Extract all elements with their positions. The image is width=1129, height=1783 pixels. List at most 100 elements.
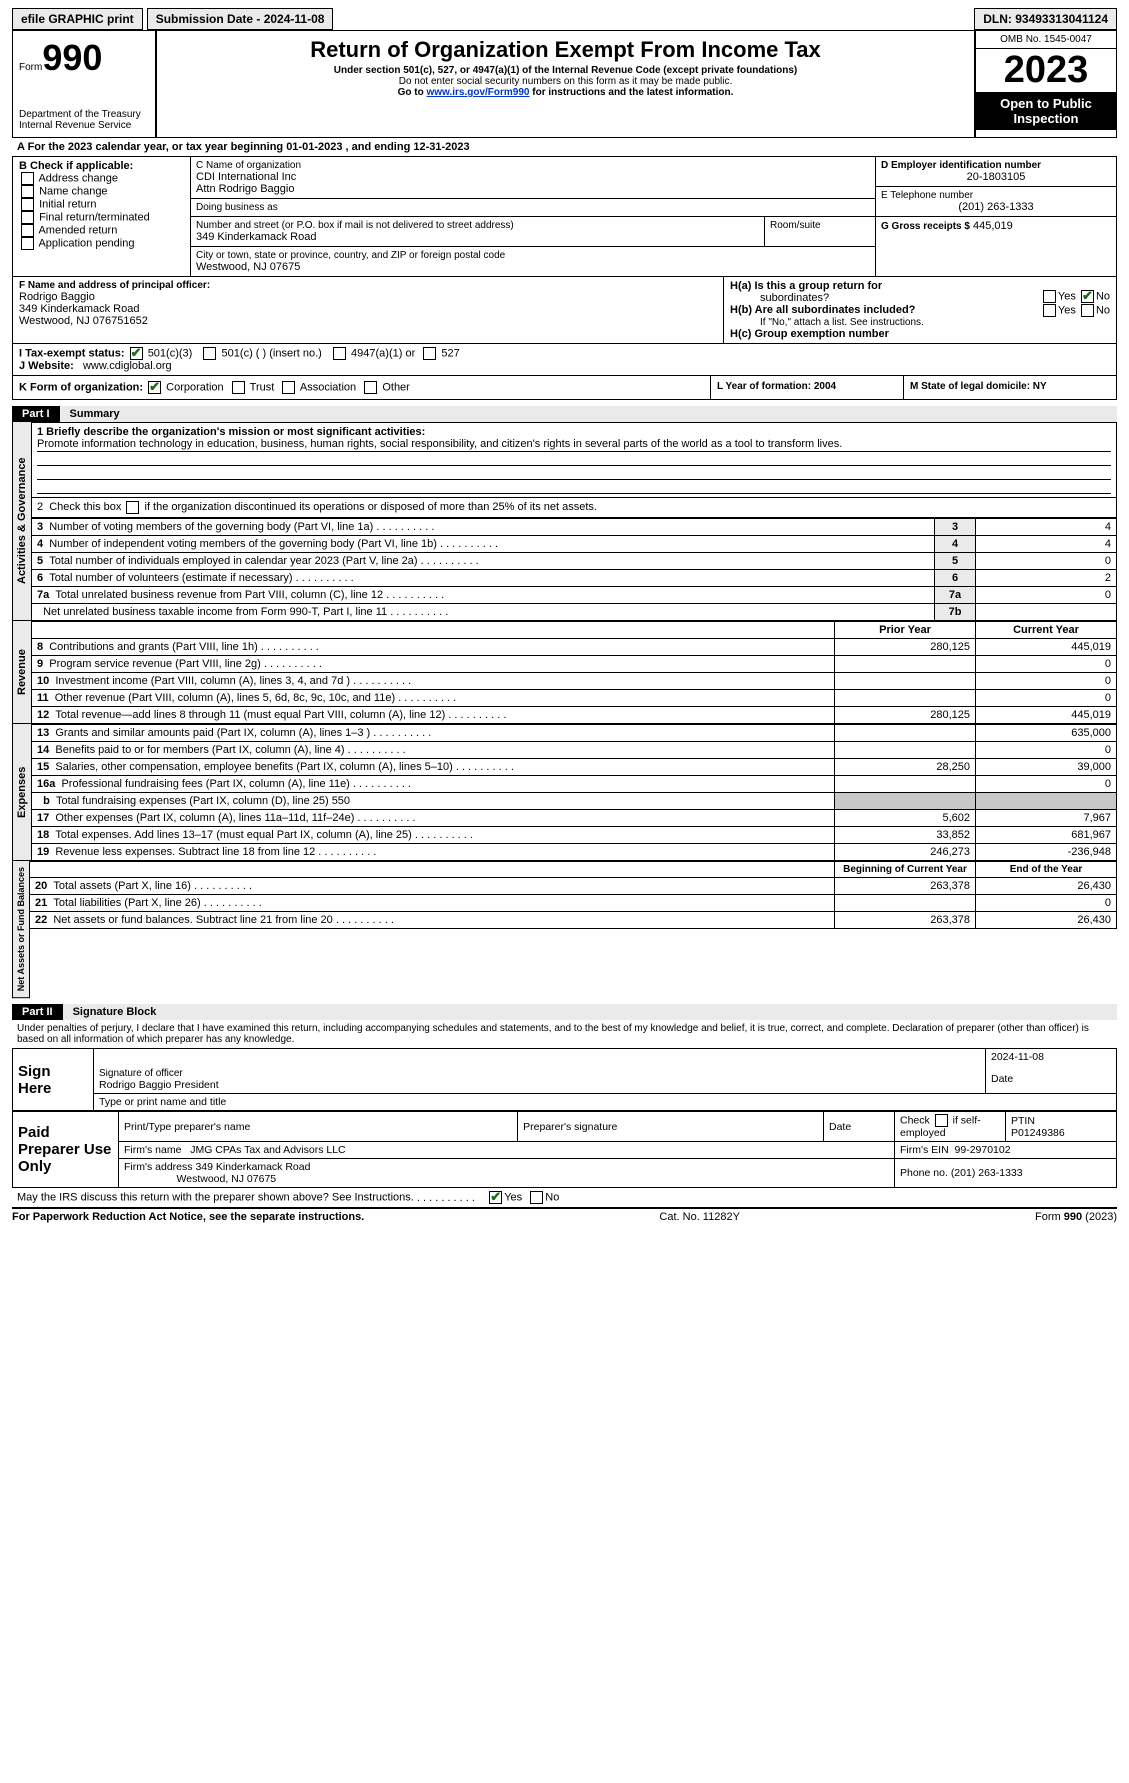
sign-date: 2024-11-08 [986,1049,1117,1066]
checkbox-address[interactable] [21,172,34,185]
form-word: Form [19,62,42,73]
hdr-beg: Beginning of Current Year [835,862,976,878]
section-rev: Revenue [12,621,32,724]
g-lbl: G Gross receipts $ [881,221,970,232]
table-row: 10 Investment income (Part VIII, column … [32,673,1117,690]
m-state: M State of legal domicile: NY [903,376,1116,399]
city: Westwood, NJ 07675 [196,261,870,273]
hdr-end: End of the Year [976,862,1117,878]
b-item: Amended return [19,224,184,237]
hb-yes[interactable] [1043,304,1056,317]
table-row: 4 Number of independent voting members o… [32,536,1117,553]
website: www.cdiglobal.org [83,360,172,372]
perjury-text: Under penalties of perjury, I declare th… [12,1020,1117,1048]
org-name2: Attn Rodrigo Baggio [196,183,870,195]
i-4947[interactable] [333,347,346,360]
phone: (201) 263-1333 [881,201,1111,213]
dba-lbl: Doing business as [191,199,875,217]
officer-city: Westwood, NJ 076751652 [19,315,717,327]
i-527[interactable] [423,347,436,360]
table-row: 18 Total expenses. Add lines 13–17 (must… [32,827,1117,844]
type-name-lbl: Type or print name and title [94,1094,1117,1111]
discuss-yes[interactable] [489,1191,502,1204]
b-item: Application pending [19,237,184,250]
nab-table: Beginning of Current YearEnd of the Year… [30,861,1117,929]
part2-title: Signature Block [63,1004,1117,1020]
part2-bar: Part II Signature Block [12,1004,1117,1020]
firm-name-lbl: Firm's name [124,1144,181,1156]
form-header: Form990 Department of the Treasury Inter… [12,30,1117,138]
ptin: P01249386 [1011,1127,1065,1139]
officer-street: 349 Kinderkamack Road [19,303,717,315]
k-trust[interactable] [232,381,245,394]
footer-right: Form 990 (2023) [1035,1211,1117,1223]
street: 349 Kinderkamack Road [196,231,759,243]
b-title: B Check if applicable: [19,160,184,172]
checkbox-initial[interactable] [21,198,34,211]
dept-treasury: Department of the Treasury [19,109,149,120]
return-title: Return of Organization Exempt From Incom… [167,37,964,63]
sign-here: Sign Here [13,1049,94,1111]
ha-sub: subordinates? [730,292,829,304]
ssn-warning: Do not enter social security numbers on … [167,76,964,87]
part1-num: Part I [12,406,60,422]
table-row: 15 Salaries, other compensation, employe… [32,759,1117,776]
part2-num: Part II [12,1004,63,1020]
k-corp[interactable] [148,381,161,394]
l-year: L Year of formation: 2004 [710,376,903,399]
paid-preparer-title: Paid Preparer Use Only [13,1112,119,1188]
k-lbl: K Form of organization: [19,381,143,393]
ha-no[interactable] [1081,290,1094,303]
j-lbl: J Website: [19,360,74,372]
exp-table: 13 Grants and similar amounts paid (Part… [32,724,1117,861]
table-row: 6 Total number of volunteers (estimate i… [32,570,1117,587]
discuss-no[interactable] [530,1191,543,1204]
l1-lbl: 1 Briefly describe the organization's mi… [37,426,1111,438]
checkbox-name[interactable] [21,185,34,198]
officer-sig-name: Rodrigo Baggio President [99,1079,219,1091]
firm-phone-lbl: Phone no. [900,1167,948,1179]
footer-center: Cat. No. 11282Y [659,1211,740,1223]
firm-addr-lbl: Firm's address [124,1161,193,1173]
firm-ein-lbl: Firm's EIN [900,1144,949,1156]
table-row: 16a Professional fundraising fees (Part … [32,776,1117,793]
part1-title: Summary [60,406,1117,422]
checkbox-pending[interactable] [21,237,34,250]
b-item: Final return/terminated [19,211,184,224]
sign-table: Sign Here 2024-11-08 Signature of office… [12,1048,1117,1111]
sig-officer-lbl: Signature of officer [99,1068,183,1079]
table-row: b Total fundraising expenses (Part IX, c… [32,793,1117,810]
k-other[interactable] [364,381,377,394]
e-lbl: E Telephone number [881,190,1111,201]
table-row: 3 Number of voting members of the govern… [32,519,1117,536]
firm-addr2: Westwood, NJ 07675 [177,1173,277,1185]
hb-no[interactable] [1081,304,1094,317]
checkbox-final[interactable] [21,211,34,224]
firm-phone: (201) 263-1333 [951,1167,1023,1179]
i-501c3[interactable] [130,347,143,360]
paid-preparer-table: Paid Preparer Use Only Print/Type prepar… [12,1111,1117,1188]
table-row: 19 Revenue less expenses. Subtract line … [32,844,1117,861]
table-row: 7a Total unrelated business revenue from… [32,587,1117,604]
pp-h3: Date [824,1112,895,1142]
irs-link[interactable]: www.irs.gov/Form990 [426,87,529,98]
table-row: Net unrelated business taxable income fr… [32,604,1117,621]
ha-yes[interactable] [1043,290,1056,303]
table-row: 14 Benefits paid to or for members (Part… [32,742,1117,759]
firm-ein: 99-2970102 [955,1144,1011,1156]
table-row: 21 Total liabilities (Part X, line 26)0 [30,895,1117,912]
subtitle: Under section 501(c), 527, or 4947(a)(1)… [167,65,964,76]
table-row: 17 Other expenses (Part IX, column (A), … [32,810,1117,827]
k-assoc[interactable] [282,381,295,394]
l2-checkbox[interactable] [126,501,139,514]
omb: OMB No. 1545-0047 [976,31,1116,49]
mission-text: Promote information technology in educat… [37,438,1111,452]
firm-addr1: 349 Kinderkamack Road [195,1161,310,1173]
i-501c[interactable] [203,347,216,360]
checkbox-amended[interactable] [21,224,34,237]
ein: 20-1803105 [881,171,1111,183]
i-lbl: I Tax-exempt status: [19,347,125,359]
form-number: 990 [42,37,102,78]
self-employed-checkbox[interactable] [935,1114,948,1127]
table-row: 13 Grants and similar amounts paid (Part… [32,725,1117,742]
